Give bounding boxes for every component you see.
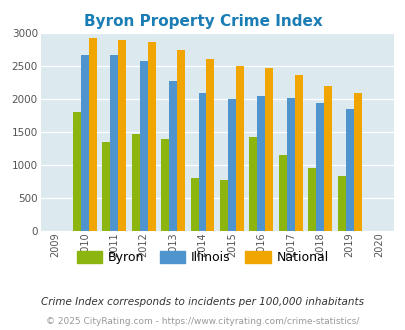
Bar	[286, 98, 294, 231]
Bar	[337, 176, 345, 231]
Bar	[345, 109, 353, 231]
Bar	[190, 178, 198, 231]
Bar	[307, 168, 315, 231]
Text: © 2025 CityRating.com - https://www.cityrating.com/crime-statistics/: © 2025 CityRating.com - https://www.city…	[46, 317, 359, 326]
Bar	[131, 134, 139, 231]
Bar	[265, 68, 273, 231]
Bar	[315, 103, 324, 231]
Bar	[249, 137, 257, 231]
Bar	[139, 61, 147, 231]
Text: Crime Index corresponds to incidents per 100,000 inhabitants: Crime Index corresponds to incidents per…	[41, 297, 364, 307]
Bar	[110, 55, 118, 231]
Text: Byron Property Crime Index: Byron Property Crime Index	[83, 14, 322, 29]
Bar	[278, 155, 286, 231]
Bar	[353, 93, 361, 231]
Bar	[147, 42, 155, 231]
Bar	[168, 81, 177, 231]
Bar	[118, 40, 126, 231]
Bar	[235, 66, 243, 231]
Bar	[161, 139, 168, 231]
Legend: Byron, Illinois, National: Byron, Illinois, National	[72, 246, 333, 269]
Bar	[324, 86, 331, 231]
Bar	[177, 50, 185, 231]
Bar	[206, 59, 214, 231]
Bar	[72, 112, 81, 231]
Bar	[198, 93, 206, 231]
Bar	[81, 55, 89, 231]
Bar	[89, 38, 96, 231]
Bar	[294, 75, 302, 231]
Bar	[102, 142, 110, 231]
Bar	[227, 99, 235, 231]
Bar	[220, 180, 227, 231]
Bar	[257, 96, 265, 231]
